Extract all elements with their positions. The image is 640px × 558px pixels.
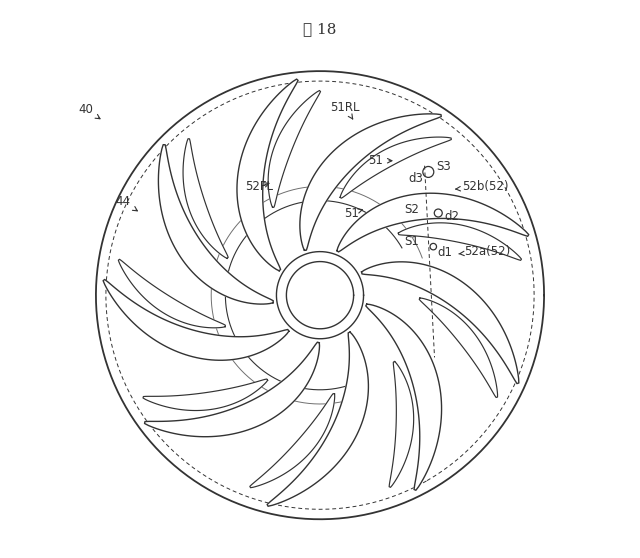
Polygon shape [267, 332, 369, 506]
Polygon shape [419, 298, 497, 397]
Text: S3: S3 [436, 161, 451, 174]
Text: 図 18: 図 18 [303, 22, 337, 36]
Text: 52b(52): 52b(52) [456, 180, 508, 194]
Text: d2: d2 [445, 210, 460, 223]
Text: 44: 44 [116, 195, 138, 211]
Polygon shape [250, 393, 335, 488]
Text: 51RL: 51RL [330, 100, 360, 119]
Polygon shape [337, 193, 529, 252]
Polygon shape [118, 259, 225, 328]
Polygon shape [389, 362, 413, 487]
Text: 51: 51 [344, 206, 362, 219]
Polygon shape [237, 79, 298, 271]
Polygon shape [268, 90, 321, 207]
Text: S2: S2 [404, 203, 420, 216]
Polygon shape [300, 114, 441, 250]
Polygon shape [183, 139, 228, 258]
Text: 40: 40 [79, 103, 100, 119]
Text: 51: 51 [369, 154, 392, 167]
Polygon shape [398, 223, 522, 261]
Polygon shape [340, 137, 451, 198]
Polygon shape [103, 280, 289, 360]
Polygon shape [145, 342, 319, 437]
Polygon shape [158, 145, 273, 304]
Text: d1: d1 [437, 247, 452, 259]
Polygon shape [362, 262, 519, 383]
Text: S1: S1 [404, 235, 420, 248]
Text: 52a(52): 52a(52) [459, 245, 511, 258]
Polygon shape [366, 304, 442, 490]
Polygon shape [143, 379, 268, 411]
Text: 52FL: 52FL [245, 180, 273, 194]
Text: d3: d3 [408, 172, 423, 185]
